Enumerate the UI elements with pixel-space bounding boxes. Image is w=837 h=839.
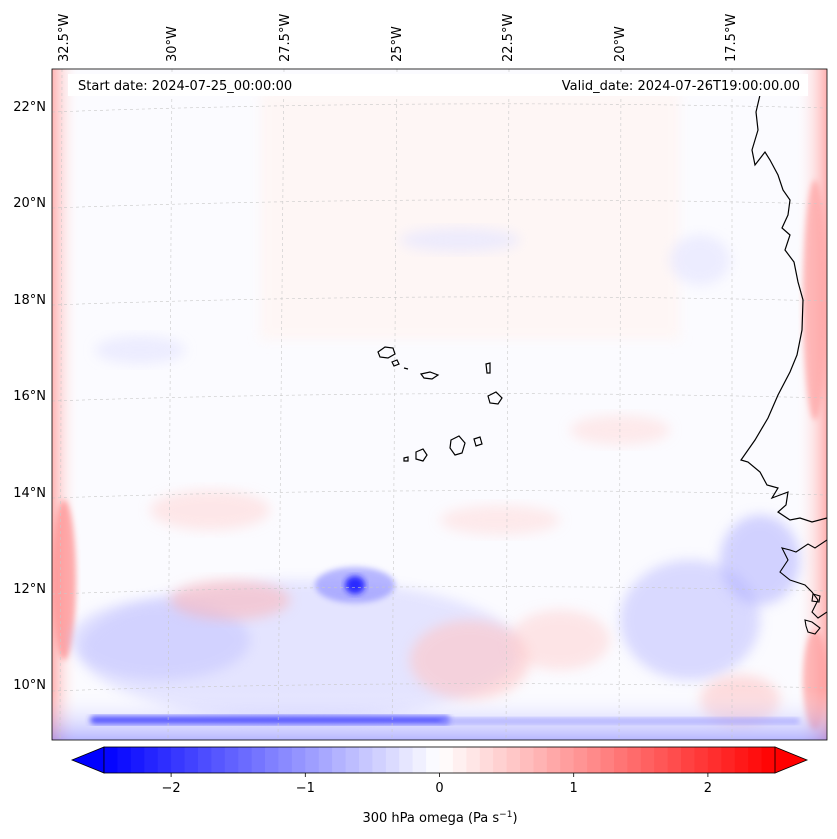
colorbar-step xyxy=(681,747,696,773)
colorbar-step xyxy=(734,747,749,773)
colorbar-step xyxy=(493,747,508,773)
colorbar-step xyxy=(318,747,333,773)
header-band xyxy=(68,74,808,96)
colorbar-min-extend xyxy=(70,746,105,774)
latitude-labels: 22°N 20°N 18°N 16°N 14°N 12°N 10°N xyxy=(13,100,46,693)
colorbar-step xyxy=(707,747,722,773)
colorbar-step xyxy=(385,747,400,773)
colorbar-step xyxy=(640,747,655,773)
colorbar-tick-label: −1 xyxy=(296,781,315,796)
colorbar-tick-label: 2 xyxy=(704,781,712,796)
colorbar-tick-label: 1 xyxy=(570,781,578,796)
colorbar-step xyxy=(332,747,347,773)
lon-label: 20°W xyxy=(613,26,628,62)
colorbar-step xyxy=(372,747,387,773)
colorbar-step xyxy=(345,747,360,773)
colorbar-step xyxy=(171,747,186,773)
lon-label: 32.5°W xyxy=(57,14,72,62)
longitude-labels: 32.5°W 30°W 27.5°W 25°W 22.5°W 20°W 17.5… xyxy=(57,14,739,62)
colorbar-step xyxy=(144,747,159,773)
lon-label: 27.5°W xyxy=(278,14,293,62)
colorbar-step xyxy=(238,747,253,773)
valid-date-text: Valid_date: 2024-07-26T19:00:00.00 xyxy=(562,79,800,94)
lat-label: 16°N xyxy=(13,389,46,404)
lon-label: 22.5°W xyxy=(501,14,516,62)
colorbar-step xyxy=(600,747,615,773)
colorbar-step xyxy=(520,747,535,773)
omega-field xyxy=(52,69,827,740)
colorbar-step xyxy=(251,747,266,773)
cape-verde-islands xyxy=(377,346,503,462)
lon-label: 30°W xyxy=(165,26,180,62)
lat-label: 10°N xyxy=(13,678,46,693)
lat-label: 18°N xyxy=(13,293,46,308)
colorbar-step xyxy=(426,747,441,773)
colorbar-step xyxy=(412,747,427,773)
strong-ascent-cell xyxy=(345,576,365,594)
colorbar-step xyxy=(224,747,239,773)
colorbar-step xyxy=(305,747,320,773)
colorbar-step xyxy=(654,747,669,773)
colorbar-step xyxy=(560,747,575,773)
colorbar-step xyxy=(358,747,373,773)
colorbar-step xyxy=(667,747,682,773)
start-date-text: Start date: 2024-07-25_00:00:00 xyxy=(78,79,292,94)
colorbar-step xyxy=(184,747,199,773)
colorbar-step xyxy=(506,747,521,773)
colorbar-step xyxy=(117,747,132,773)
lon-label: 17.5°W xyxy=(724,14,739,62)
colorbar-step xyxy=(278,747,293,773)
colorbar-step xyxy=(399,747,414,773)
colorbar-step xyxy=(587,747,602,773)
colorbar-tick-label: 0 xyxy=(435,781,443,796)
colorbar-tick-label: −2 xyxy=(162,781,181,796)
colorbar-step xyxy=(439,747,454,773)
colorbar-step xyxy=(694,747,709,773)
colorbar-step xyxy=(211,747,226,773)
map-panel: Start date: 2024-07-25_00:00:00 Valid_da… xyxy=(51,68,828,741)
african-coastline xyxy=(740,94,827,523)
colorbar-label: 300 hPa omega (Pa s−1) xyxy=(362,810,517,826)
colorbar-step xyxy=(533,747,548,773)
colorbar: −2 −1 0 1 2 300 hPa omega (Pa s−1) xyxy=(70,746,809,826)
colorbar-step xyxy=(130,747,145,773)
colorbar-step xyxy=(197,747,212,773)
map-frame xyxy=(51,68,828,741)
colorbar-step xyxy=(721,747,736,773)
colorbar-step xyxy=(613,747,628,773)
colorbar-step xyxy=(452,747,467,773)
colorbar-steps xyxy=(104,747,776,773)
colorbar-step xyxy=(748,747,763,773)
colorbar-step xyxy=(546,747,561,773)
colorbar-step xyxy=(291,747,306,773)
graticule xyxy=(52,69,827,740)
colorbar-step xyxy=(479,747,494,773)
colorbar-step xyxy=(627,747,642,773)
lat-label: 20°N xyxy=(13,196,46,211)
colorbar-step xyxy=(573,747,588,773)
colorbar-step xyxy=(466,747,481,773)
colorbar-step xyxy=(104,747,119,773)
lat-label: 22°N xyxy=(13,100,46,115)
lat-label: 14°N xyxy=(13,486,46,501)
bottom-boundary-band xyxy=(52,690,827,740)
colorbar-step xyxy=(157,747,172,773)
lon-label: 25°W xyxy=(390,26,405,62)
colorbar-ticks: −2 −1 0 1 2 xyxy=(162,773,712,796)
colorbar-step xyxy=(265,747,280,773)
colorbar-max-extend xyxy=(774,746,809,774)
lat-label: 12°N xyxy=(13,582,46,597)
colorbar-step xyxy=(761,747,776,773)
